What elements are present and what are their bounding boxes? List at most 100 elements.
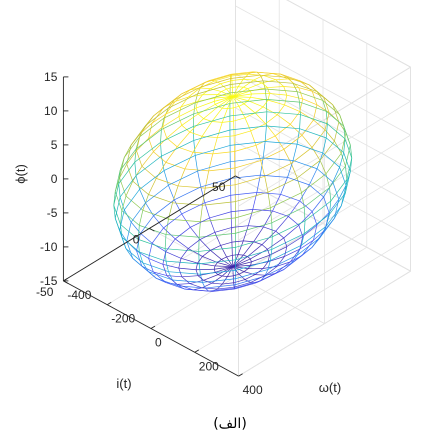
mesh-edge <box>243 240 254 243</box>
mesh-edge <box>339 167 347 186</box>
mesh-edge <box>286 94 303 100</box>
mesh-edge <box>284 104 300 112</box>
mesh-edge <box>251 254 270 263</box>
mesh-edge <box>221 108 228 123</box>
mesh-edge <box>256 71 281 75</box>
mesh-edge <box>163 170 169 186</box>
mesh-edge <box>198 221 201 238</box>
phi-tick-label: -10 <box>40 240 58 254</box>
mesh-edge <box>263 75 276 81</box>
mesh-edge <box>148 194 173 204</box>
mesh-edge <box>162 251 167 265</box>
mesh-edge <box>235 269 269 280</box>
mesh-edge <box>141 151 154 167</box>
mesh-edge <box>168 271 173 281</box>
mesh-edge <box>162 116 179 128</box>
mesh-edge <box>181 202 206 215</box>
mesh-edge <box>308 168 318 186</box>
mesh-edge <box>139 251 144 263</box>
mesh-edge <box>160 129 162 143</box>
mesh-edge <box>298 225 304 237</box>
mesh-edge <box>199 231 216 240</box>
mesh-edge <box>193 103 231 115</box>
mesh-edge <box>267 93 270 101</box>
mesh-edge <box>200 186 206 203</box>
mesh-edge <box>217 262 233 267</box>
mesh-edge <box>283 255 303 270</box>
mesh-edge <box>202 201 236 206</box>
grid-line <box>238 236 411 343</box>
mesh-edge <box>197 161 231 172</box>
mesh-edge <box>153 271 167 283</box>
grid-line <box>286 0 411 68</box>
mesh-edge <box>292 144 298 161</box>
mesh-edge <box>156 178 179 187</box>
mesh-edge <box>141 166 157 179</box>
mesh-edge <box>199 232 236 238</box>
mesh-edge <box>215 96 233 105</box>
mesh-edge <box>178 258 182 269</box>
mesh-edge <box>136 233 141 251</box>
mesh-edge <box>230 157 264 163</box>
mesh-edge <box>202 188 206 206</box>
omega-tick-label: -200 <box>111 312 135 326</box>
mesh-edge <box>263 80 294 84</box>
figure-caption: (الف) <box>213 416 247 432</box>
mesh-edge <box>244 117 252 132</box>
mesh-edge <box>134 162 137 176</box>
mesh-edge <box>338 185 347 200</box>
mesh-edge <box>208 153 214 171</box>
mesh-edge <box>184 152 194 170</box>
mesh-edge <box>192 287 203 291</box>
mesh-edge <box>254 112 266 124</box>
mesh-edge <box>153 271 167 276</box>
mesh-edge <box>220 241 232 246</box>
mesh-edge <box>232 90 251 97</box>
mesh-edge <box>181 113 199 126</box>
mesh-edge <box>193 140 196 156</box>
mesh-edge <box>327 123 346 140</box>
mesh-edge <box>270 249 273 261</box>
mesh-edge <box>173 199 182 215</box>
mesh-edge <box>217 96 233 107</box>
omega-tick <box>63 278 68 282</box>
mesh-edge <box>270 207 273 223</box>
mesh-edge <box>233 273 240 277</box>
mesh-edge <box>231 71 253 75</box>
mesh-edge <box>299 102 301 115</box>
mesh-edge <box>235 260 271 271</box>
mesh-edge <box>247 256 251 260</box>
mesh-edge <box>214 227 232 233</box>
mesh-edge <box>211 121 223 123</box>
mesh-edge <box>250 93 252 98</box>
mesh-edge <box>312 90 324 98</box>
mesh-edge <box>217 274 223 277</box>
mesh-edge <box>296 160 321 179</box>
mesh-edge <box>166 275 182 278</box>
mesh-edge <box>204 287 209 292</box>
mesh-edge <box>264 88 267 100</box>
mesh-edge <box>255 274 266 276</box>
mesh-edge <box>119 230 128 242</box>
mesh-edge <box>286 236 303 247</box>
mesh-edge <box>231 225 249 228</box>
mesh-edge <box>142 209 169 220</box>
mesh-edge <box>126 150 137 165</box>
mesh-edge <box>250 248 268 260</box>
mesh-edge <box>275 230 284 239</box>
mesh-edge <box>252 209 273 212</box>
mesh-edge <box>217 94 233 97</box>
mesh-edge <box>141 265 157 279</box>
mesh-edge <box>194 155 198 172</box>
mesh-edge <box>195 263 198 270</box>
grid-line <box>238 134 411 241</box>
mesh-edge <box>230 71 257 76</box>
mesh-edge <box>168 99 175 109</box>
mesh-edge <box>210 88 222 92</box>
mesh-edge <box>290 248 301 263</box>
mesh-edge <box>227 107 234 109</box>
mesh-edge <box>275 216 289 232</box>
mesh-edge <box>299 98 304 112</box>
mesh-edge <box>125 181 134 197</box>
mesh-edge <box>148 178 157 195</box>
